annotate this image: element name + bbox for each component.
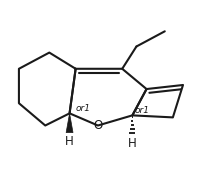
Text: or1: or1 [134,106,149,115]
Text: O: O [93,119,103,132]
Text: or1: or1 [75,104,90,113]
Polygon shape [66,113,73,133]
Text: H: H [65,135,74,148]
Text: H: H [128,137,137,150]
